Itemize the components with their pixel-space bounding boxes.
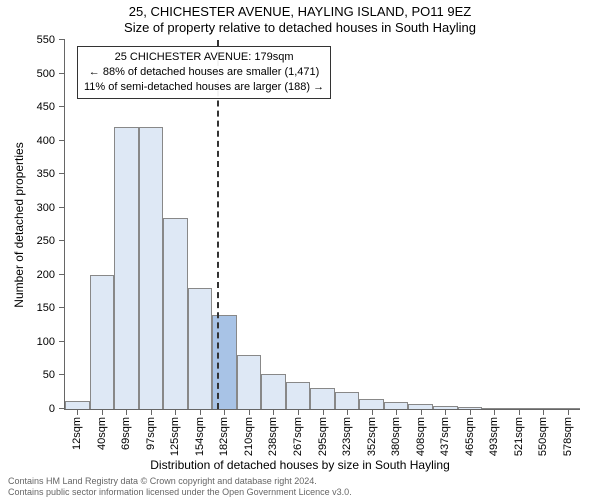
x-tick-label: 295sqm <box>317 417 329 456</box>
y-tick-label: 250 <box>37 235 55 247</box>
x-tick <box>494 409 495 415</box>
histogram-bar <box>261 374 286 409</box>
histogram-bar <box>188 288 213 409</box>
footer-line-1: Contains HM Land Registry data © Crown c… <box>8 476 352 487</box>
x-tick <box>175 409 176 415</box>
x-tick <box>77 409 78 415</box>
histogram-bar <box>163 218 188 409</box>
y-tick-label: 550 <box>37 34 55 46</box>
x-tick <box>102 409 103 415</box>
x-tick-label: 267sqm <box>292 417 304 456</box>
x-tick-label: 408sqm <box>415 417 427 456</box>
x-tick-label: 550sqm <box>537 417 549 456</box>
x-tick <box>224 409 225 415</box>
y-tick-label: 300 <box>37 202 55 214</box>
x-tick <box>519 409 520 415</box>
info-line-2: ← 88% of detached houses are smaller (1,… <box>84 65 324 80</box>
y-tick-label: 500 <box>37 68 55 80</box>
info-box: 25 CHICHESTER AVENUE: 179sqm ← 88% of de… <box>77 46 331 99</box>
histogram-bar <box>90 275 115 409</box>
x-tick-label: 182sqm <box>218 417 230 456</box>
info-line-3: 11% of semi-detached houses are larger (… <box>84 80 324 95</box>
histogram-bar <box>139 127 164 409</box>
histogram-bar <box>212 315 237 409</box>
y-tick-label: 200 <box>37 269 55 281</box>
x-tick <box>396 409 397 415</box>
x-tick-label: 352sqm <box>366 417 378 456</box>
histogram-bar <box>384 402 409 409</box>
x-tick-label: 154sqm <box>194 417 206 456</box>
chart-container: 25, CHICHESTER AVENUE, HAYLING ISLAND, P… <box>0 0 600 500</box>
y-tick-label: 50 <box>43 369 55 381</box>
y-tick-label: 0 <box>49 403 55 415</box>
x-tick-label: 323sqm <box>341 417 353 456</box>
y-tick-label: 100 <box>37 336 55 348</box>
histogram-bar <box>310 388 335 409</box>
x-tick <box>421 409 422 415</box>
x-tick-label: 12sqm <box>71 417 83 450</box>
histogram-bar <box>359 399 384 409</box>
x-tick <box>372 409 373 415</box>
info-line-1: 25 CHICHESTER AVENUE: 179sqm <box>84 50 324 65</box>
x-tick <box>568 409 569 415</box>
x-tick <box>126 409 127 415</box>
x-tick-label: 238sqm <box>267 417 279 456</box>
histogram-bar <box>286 382 311 409</box>
x-tick <box>470 409 471 415</box>
chart-plot-area: 050100150200250300350400450500550 12sqm4… <box>64 40 580 410</box>
x-tick-label: 40sqm <box>96 417 108 450</box>
x-tick <box>249 409 250 415</box>
x-tick-label: 69sqm <box>120 417 132 450</box>
x-tick-label: 578sqm <box>562 417 574 456</box>
footer-line-2: Contains public sector information licen… <box>8 487 352 498</box>
y-tick-label: 150 <box>37 302 55 314</box>
histogram-bar <box>335 392 360 409</box>
histogram-bar <box>65 401 90 409</box>
x-tick-label: 97sqm <box>145 417 157 450</box>
x-tick-label: 465sqm <box>464 417 476 456</box>
x-tick <box>543 409 544 415</box>
y-axis-label: Number of detached properties <box>12 142 26 307</box>
y-tick-label: 350 <box>37 168 55 180</box>
x-tick-label: 437sqm <box>439 417 451 456</box>
x-tick <box>445 409 446 415</box>
histogram-bar <box>237 355 262 409</box>
x-tick <box>323 409 324 415</box>
x-tick-label: 125sqm <box>169 417 181 456</box>
y-tick-label: 450 <box>37 101 55 113</box>
x-tick-label: 210sqm <box>243 417 255 456</box>
x-axis-label: Distribution of detached houses by size … <box>0 458 600 472</box>
x-tick-label: 380sqm <box>390 417 402 456</box>
footer-attribution: Contains HM Land Registry data © Crown c… <box>8 476 352 499</box>
x-tick <box>347 409 348 415</box>
x-tick-label: 521sqm <box>513 417 525 456</box>
chart-title-sub: Size of property relative to detached ho… <box>0 20 600 35</box>
x-tick <box>200 409 201 415</box>
chart-title-main: 25, CHICHESTER AVENUE, HAYLING ISLAND, P… <box>0 4 600 19</box>
x-tick <box>273 409 274 415</box>
x-tick-label: 493sqm <box>488 417 500 456</box>
x-tick <box>298 409 299 415</box>
y-tick-label: 400 <box>37 135 55 147</box>
x-tick <box>151 409 152 415</box>
histogram-bar <box>114 127 139 409</box>
